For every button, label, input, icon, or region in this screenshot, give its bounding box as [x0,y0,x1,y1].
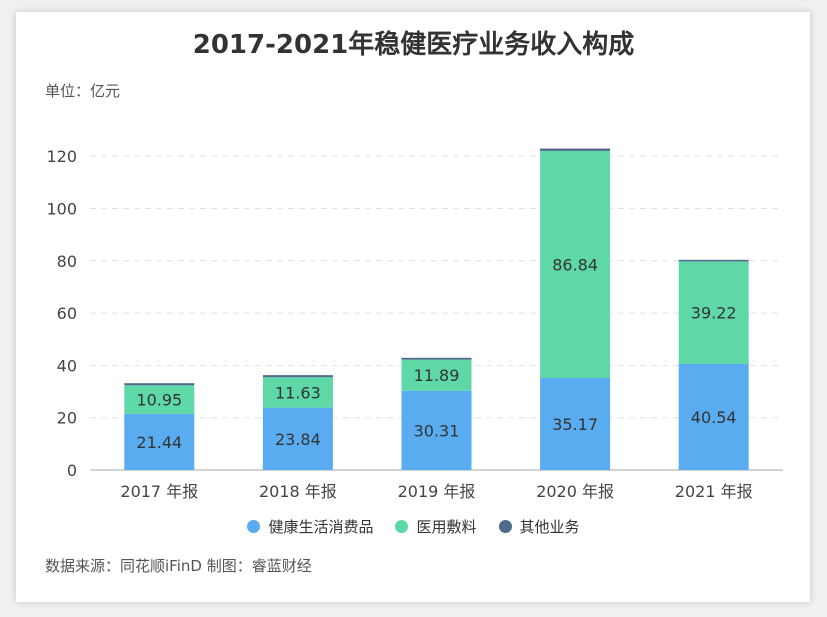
bar-other [678,259,749,262]
data-label: 11.89 [414,366,460,385]
data-label: 40.54 [691,408,737,427]
x-tick-label: 2017 年报 [120,482,198,501]
bar-dressing [124,385,195,414]
bar-other [262,375,333,378]
chart-title: 2017-2021年稳健医疗业务收入构成 [192,30,635,60]
bar-dressing [262,377,333,408]
bar-dressing [678,261,749,364]
bar-consumer [401,390,472,470]
legend-label: 健康生活消费品 [268,518,374,536]
legend-label: 医用敷料 [416,518,477,536]
y-tick-label: 40 [57,356,77,375]
legend-item: 其他业务 [498,516,580,537]
y-tick-label: 60 [57,304,77,323]
bar-consumer [678,363,749,470]
data-label: 39.22 [691,304,737,323]
legend-marker [395,520,409,533]
bar-dressing [540,150,611,379]
y-tick-label: 80 [57,252,77,271]
source-note: 数据来源：同花顺iFinD 制图：睿蓝财经 [45,557,312,575]
x-tick-label: 2018 年报 [259,482,337,501]
x-tick-label: 2020 年报 [536,482,614,501]
data-label: 10.95 [136,391,182,410]
data-label: 23.84 [275,430,321,449]
x-tick-label: 2021 年报 [675,482,753,501]
data-label: 35.17 [552,415,598,434]
unit-label: 单位：亿元 [45,82,121,100]
legend-item: 医用敷料 [395,516,477,537]
data-label: 30.31 [414,421,460,440]
bar-other [540,148,611,151]
bar-other [124,383,195,386]
data-label: 11.63 [275,383,321,402]
legend-item: 健康生活消费品 [247,516,373,537]
y-tick-label: 20 [57,409,77,428]
legend-marker [498,520,512,533]
y-tick-label: 0 [67,461,77,480]
y-tick-label: 120 [46,147,77,166]
bar-dressing [401,359,472,391]
legend-label: 其他业务 [519,518,580,536]
bar-consumer [124,413,195,470]
legend-marker [247,520,261,533]
bar-other [401,357,472,360]
y-tick-label: 100 [46,199,77,218]
bar-consumer [262,407,333,470]
chart-card [16,12,810,602]
data-label: 86.84 [552,255,598,274]
bar-consumer [540,378,611,470]
chart-legend: 健康生活消费品 医用敷料 其他业务 [0,516,827,537]
data-label: 21.44 [136,433,182,452]
x-tick-label: 2019 年报 [398,482,476,501]
